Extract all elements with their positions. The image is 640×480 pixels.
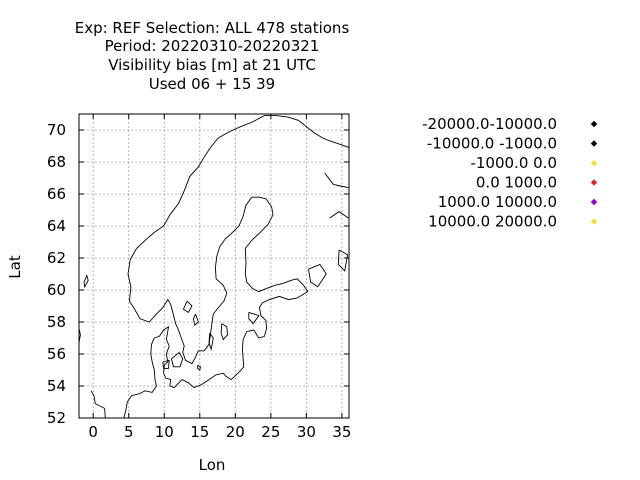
coastline-segment	[337, 249, 349, 272]
legend: -20000.0-10000.0 -10000.0 -1000.0-1000.0 …	[422, 115, 598, 231]
x-axis-ticks: 0 5 10 15 20 25 30 35	[88, 114, 351, 441]
coastline-segment	[192, 313, 199, 327]
legend-label: 0.0 1000.0	[476, 174, 557, 192]
y-tick-label: 56	[47, 345, 66, 363]
coastline-segment	[208, 332, 214, 351]
coastline-segment	[83, 274, 89, 289]
plot-frame	[78, 113, 350, 419]
legend-marker	[590, 120, 598, 128]
y-tick-label: 52	[47, 409, 66, 427]
coastline-segment	[324, 172, 349, 189]
legend-marker	[590, 140, 598, 147]
coastline-segment	[162, 359, 170, 369]
y-tick-label: 68	[47, 153, 66, 171]
coastline-segment	[244, 198, 309, 293]
title-line-2: Period: 20220310-20220321	[105, 37, 320, 55]
y-tick-label: 60	[47, 281, 66, 299]
x-tick-label: 20	[226, 423, 245, 441]
coastline-segment	[308, 263, 327, 288]
coastline-segment	[220, 323, 228, 341]
legend-marker	[590, 179, 598, 186]
x-tick-label: 15	[190, 423, 209, 441]
x-tick-label: 0	[88, 423, 98, 441]
x-tick-label: 5	[124, 423, 134, 441]
x-tick-label: 30	[297, 423, 316, 441]
title-line-4: Used 06 + 15 39	[149, 75, 275, 93]
coastline-segment	[123, 291, 309, 419]
coastline-segment	[248, 311, 260, 325]
x-tick-label: 10	[155, 423, 174, 441]
y-tick-label: 54	[47, 377, 66, 395]
coastline-segment	[129, 196, 267, 365]
data-points	[86, 0, 345, 404]
legend-marker	[590, 198, 598, 206]
legend-label: 1000.0 10000.0	[438, 193, 557, 211]
title-line-3: Visibility bias [m] at 21 UTC	[108, 56, 316, 74]
coastline-segment	[90, 390, 106, 419]
coastline-segment	[127, 115, 350, 302]
y-tick-label: 58	[47, 313, 66, 331]
legend-marker	[590, 218, 598, 225]
title-line-1: Exp: REF Selection: ALL 478 stations	[75, 19, 350, 37]
y-tick-label: 66	[47, 185, 66, 203]
legend-label: -20000.0-10000.0	[422, 115, 557, 133]
coastline-segment	[182, 300, 193, 314]
coastline-segment	[197, 364, 202, 371]
legend-marker	[590, 159, 598, 167]
y-axis-label: Lat	[6, 255, 24, 279]
legend-label: -10000.0 -1000.0	[427, 135, 557, 153]
chart-title: Exp: REF Selection: ALL 478 stations Per…	[75, 19, 350, 93]
coastline-map	[78, 115, 350, 419]
y-tick-label: 70	[47, 121, 66, 139]
coastline-segment	[170, 351, 184, 368]
coastline-segment	[329, 211, 349, 219]
x-tick-label: 25	[261, 423, 280, 441]
legend-label: -1000.0 0.0	[470, 154, 557, 172]
x-tick-label: 35	[332, 423, 351, 441]
x-axis-label: Lon	[199, 456, 226, 474]
y-tick-label: 64	[47, 217, 66, 235]
y-axis-ticks: 52 54 56 58 60 62 64 66 68 70	[47, 121, 349, 427]
legend-label: 10000.0 20000.0	[428, 213, 557, 231]
y-tick-label: 62	[47, 249, 66, 267]
